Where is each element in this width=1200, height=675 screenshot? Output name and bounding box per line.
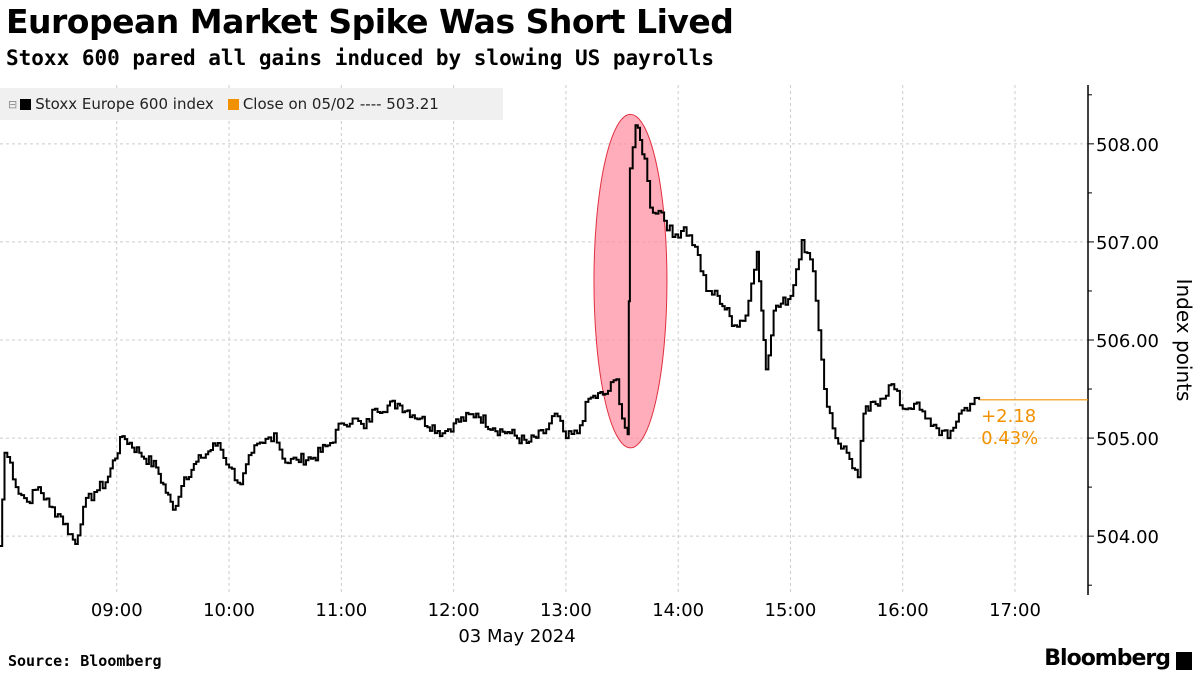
bloomberg-logo-icon [1176, 652, 1192, 670]
x-tick-label: 11:00 [315, 600, 367, 621]
legend-swatch-index [20, 98, 32, 110]
x-tick-label: 12:00 [428, 600, 480, 621]
x-tick-label: 13:00 [540, 600, 592, 621]
legend-swatch-close [227, 98, 239, 110]
legend-label-close: Close on 05/02 ---- 503.21 [242, 95, 439, 113]
chart-subtitle: Stoxx 600 pared all gains induced by slo… [6, 46, 715, 70]
x-tick-label: 09:00 [91, 600, 143, 621]
change-pct-label: 0.43% [981, 428, 1038, 449]
source-note: Source: Bloomberg [8, 652, 162, 670]
y-axis-label: Index points [1172, 279, 1196, 402]
y-tick-label: 508.00 [1096, 135, 1159, 156]
x-axis-label: 03 May 2024 [458, 626, 575, 647]
legend-collapse-icon[interactable]: ⊟ [8, 97, 18, 111]
x-tick-label: 17:00 [989, 600, 1041, 621]
x-tick-label: 14:00 [652, 600, 704, 621]
y-tick-label: 507.00 [1096, 233, 1159, 254]
legend-label-index: Stoxx Europe 600 index [35, 95, 214, 113]
chart-title: European Market Spike Was Short Lived [6, 2, 734, 41]
y-tick-label: 504.00 [1096, 527, 1159, 548]
bloomberg-logo: Bloomberg [1044, 646, 1171, 671]
change-label: +2.18 [981, 406, 1036, 427]
y-tick-label: 505.00 [1096, 429, 1159, 450]
y-tick-label: 506.00 [1096, 331, 1159, 352]
x-tick-label: 16:00 [877, 600, 929, 621]
x-tick-label: 15:00 [765, 600, 817, 621]
legend: ⊟ Stoxx Europe 600 index Close on 05/02 … [0, 88, 503, 120]
series-line-stoxx600 [0, 124, 981, 547]
x-tick-label: 10:00 [203, 600, 255, 621]
